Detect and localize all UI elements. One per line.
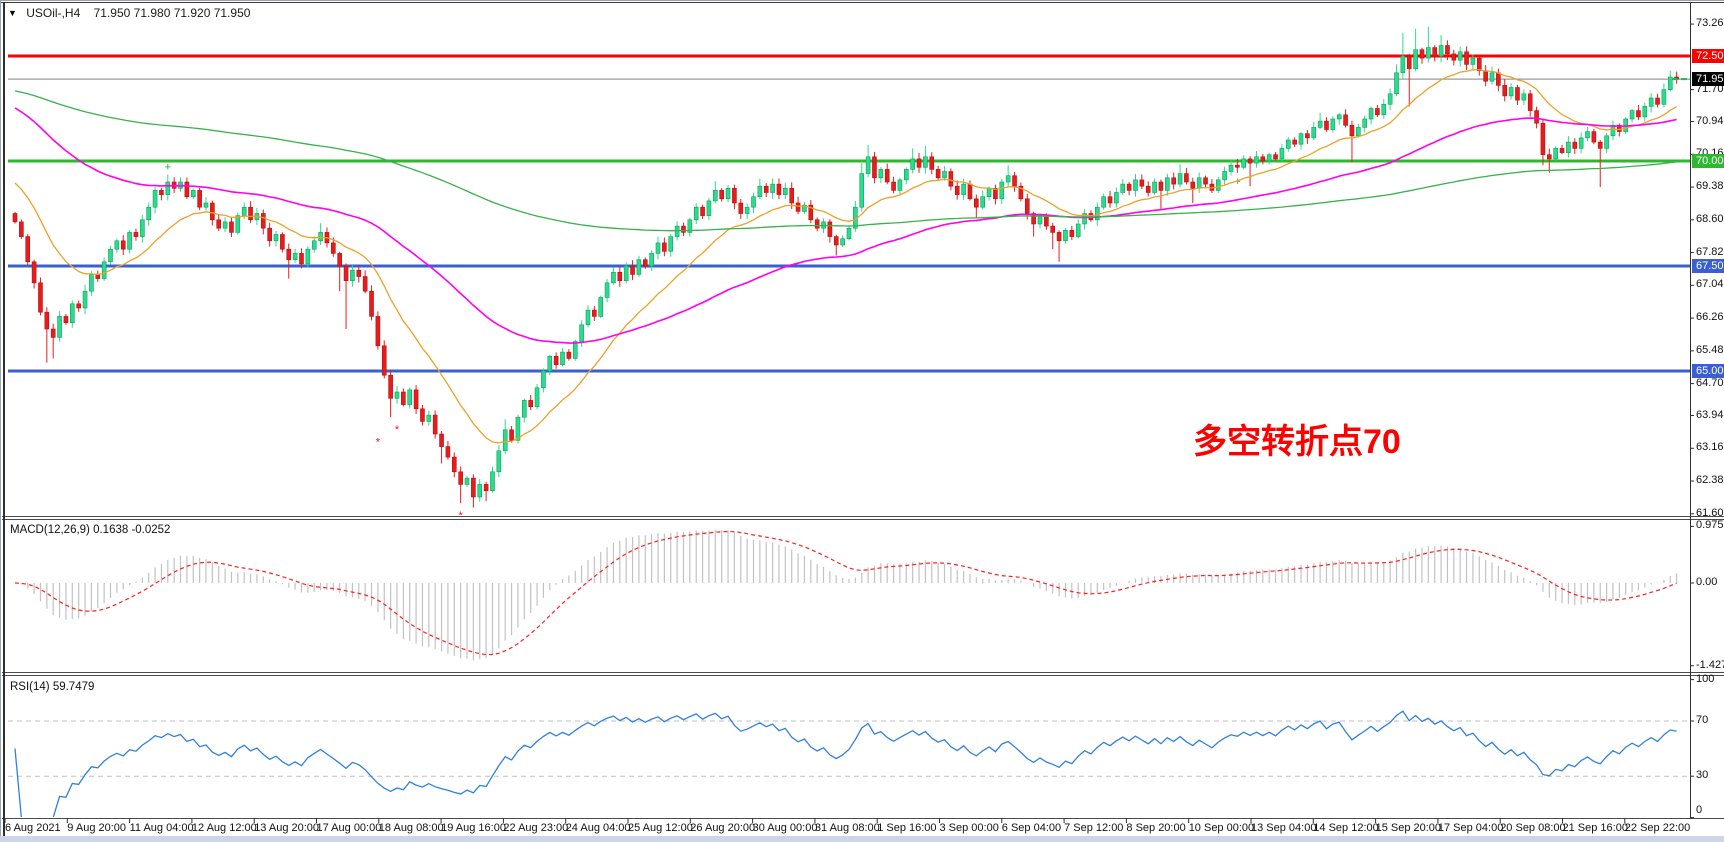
time-label-26: 22 Sep 22:00: [1624, 822, 1691, 834]
rsi-tick-100: 100: [1696, 672, 1715, 685]
hline-71.95[interactable]: [8, 78, 1690, 80]
svg-text:*: *: [459, 510, 464, 522]
time-label-2: 11 Aug 04:00: [129, 822, 194, 834]
time-label-4: 13 Aug 20:00: [254, 822, 320, 834]
time-label-21: 14 Sep 12:00: [1313, 822, 1379, 834]
macd-tick-0.00: 0.00: [1696, 576, 1718, 588]
time-label-19: 10 Sep 00:00: [1188, 822, 1255, 834]
time-label-10: 25 Aug 12:00: [628, 822, 693, 834]
fast-ma-orange: [14, 69, 1677, 444]
hline-70[interactable]: [8, 159, 1690, 163]
price-badge-67.500: 67.500: [1692, 259, 1724, 273]
time-label-24: 20 Sep 08:00: [1500, 822, 1566, 834]
slow-ma-green: [14, 90, 1677, 232]
macd-tick-0.9759: 0.9759: [1696, 519, 1724, 532]
macd-indicator-label: MACD(12,26,9) 0.1638 -0.0252: [10, 524, 171, 536]
time-label-15: 3 Sep 00:00: [939, 822, 999, 834]
price-tick-62.380: 62.380: [1696, 474, 1724, 487]
svg-text:*: *: [395, 424, 400, 436]
time-label-11: 26 Aug 20:00: [690, 822, 756, 834]
time-label-9: 24 Aug 04:00: [565, 822, 631, 834]
price-tick-65.480: 65.480: [1696, 343, 1724, 356]
time-label-18: 8 Sep 20:00: [1126, 822, 1186, 834]
macd-tick--1.427: -1.427: [1696, 658, 1724, 671]
price-tick-66.260: 66.260: [1696, 311, 1724, 324]
chart-header: ▼ USOil-,H4 71.950 71.980 71.920 71.950: [8, 6, 250, 20]
time-label-25: 21 Sep 16:00: [1562, 822, 1628, 834]
time-label-7: 19 Aug 16:00: [441, 822, 506, 834]
medium-ma-magenta: [14, 107, 1677, 344]
price-tick-67.040: 67.040: [1696, 278, 1724, 291]
time-label-16: 6 Sep 04:00: [1001, 822, 1062, 834]
time-label-5: 17 Aug 00:00: [316, 822, 382, 834]
time-label-23: 17 Sep 04:00: [1437, 822, 1504, 834]
symbol-timeframe-label: USOil-,H4: [26, 6, 81, 20]
price-badge-65.000: 65.000: [1692, 364, 1724, 378]
time-label-8: 22 Aug 23:00: [503, 822, 569, 834]
ohlc-quote-label: 71.950 71.980 71.920 71.950: [93, 6, 251, 20]
price-tick-68.600: 68.600: [1696, 212, 1724, 225]
rsi-indicator-label: RSI(14) 59.7479: [10, 681, 95, 693]
time-label-17: 7 Sep 12:00: [1064, 822, 1124, 834]
price-tick-69.380: 69.380: [1696, 180, 1724, 193]
price-tick-64.700: 64.700: [1696, 376, 1724, 389]
price-tick-63.940: 63.940: [1696, 408, 1724, 421]
svg-text:+: +: [165, 161, 171, 173]
time-label-14: 1 Sep 16:00: [877, 822, 937, 834]
text-annotation: 多空转折点70: [1193, 423, 1401, 461]
svg-text:*: *: [376, 436, 381, 448]
rsi-tick-30: 30: [1696, 769, 1709, 782]
price-tick-67.820: 67.820: [1696, 245, 1724, 258]
hline-72.5[interactable]: [8, 54, 1690, 58]
hline-67.5[interactable]: [8, 264, 1690, 268]
window-border-top-inner: [0, 2, 1724, 3]
price-badge-71.950: 71.950: [1692, 72, 1724, 87]
svg-text:*: *: [471, 514, 476, 526]
window-border-top: [0, 0, 1724, 1]
price-tick-63.160: 63.160: [1696, 441, 1724, 454]
rsi-tick-0: 0: [1696, 804, 1703, 816]
price-tick-70.940: 70.940: [1696, 114, 1724, 127]
time-label-3: 12 Aug 12:00: [191, 822, 257, 834]
window-border-left: [0, 0, 1, 836]
hline-65[interactable]: [8, 369, 1690, 373]
time-label-0: 6 Aug 2021: [5, 822, 61, 834]
time-label-12: 30 Aug 00:00: [752, 822, 818, 834]
rsi-tick-70: 70: [1696, 714, 1709, 726]
time-label-13: 31 Aug 08:00: [814, 822, 880, 834]
time-label-20: 13 Sep 04:00: [1251, 822, 1317, 834]
time-label-6: 18 Aug 08:00: [378, 822, 444, 834]
window-border-left-inner: [3, 2, 5, 836]
price-badge-72.500: 72.500: [1692, 49, 1724, 63]
svg-text:+: +: [1234, 176, 1240, 188]
time-label-22: 15 Sep 20:00: [1375, 822, 1442, 834]
price-tick-61.600: 61.600: [1696, 506, 1724, 519]
window-bottom-edge: [0, 836, 1724, 842]
time-label-1: 9 Aug 20:00: [67, 822, 127, 834]
symbol-dropdown-icon[interactable]: ▼: [8, 8, 17, 18]
price-tick-73.260: 73.260: [1696, 17, 1724, 30]
price-badge-70.000: 70.000: [1692, 154, 1724, 168]
